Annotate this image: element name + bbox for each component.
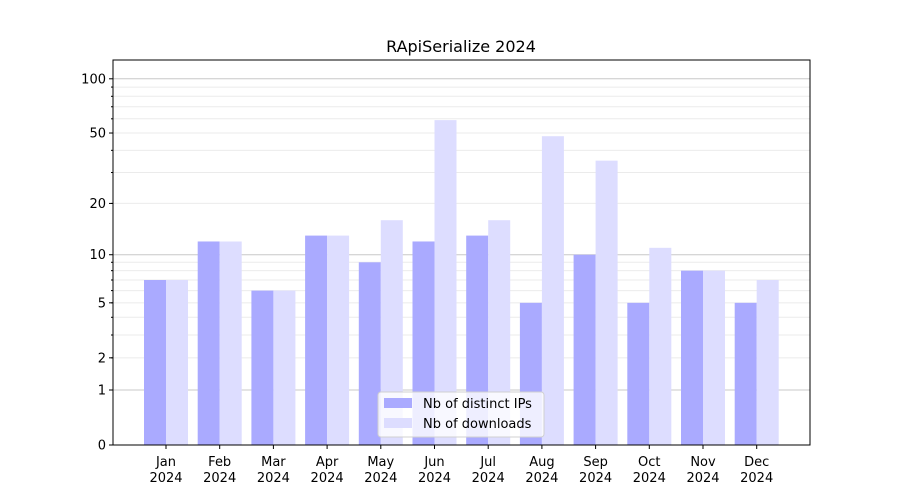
x-axis: Jan 2024 Feb 2024 Mar 2024 Apr 2024 May 2024 Jun 20… bbox=[149, 445, 773, 486]
x-tick-label: May 2024 bbox=[364, 455, 397, 486]
bar-downloads bbox=[595, 160, 618, 446]
bar-distinct-ips bbox=[573, 254, 596, 445]
x-tick-label: Oct 2024 bbox=[633, 455, 666, 486]
bar-distinct-ips bbox=[358, 262, 381, 445]
x-tick-label: Jul 2024 bbox=[472, 455, 505, 486]
x-tick-label: Mar 2024 bbox=[257, 455, 290, 486]
x-tick-label: Feb 2024 bbox=[203, 455, 236, 486]
x-tick-label: Nov 2024 bbox=[686, 455, 719, 486]
bar-distinct-ips bbox=[305, 235, 328, 445]
y-tick-label: 2 bbox=[98, 351, 106, 366]
bar-distinct-ips bbox=[197, 241, 220, 445]
y-tick-label: 20 bbox=[89, 197, 106, 212]
legend-label: Nb of distinct IPs bbox=[423, 397, 532, 412]
y-tick-label: 5 bbox=[98, 296, 106, 311]
y-tick-label: 100 bbox=[81, 72, 106, 87]
bar-downloads bbox=[166, 280, 188, 445]
bar-downloads bbox=[327, 235, 350, 445]
bar-downloads bbox=[380, 220, 403, 445]
x-tick-label: Jan 2024 bbox=[149, 455, 182, 486]
bar-downloads bbox=[273, 290, 296, 445]
legend: Nb of distinct IPs Nb of downloads bbox=[377, 391, 545, 438]
legend-swatch bbox=[384, 418, 412, 428]
bar-distinct-ips bbox=[681, 270, 703, 445]
bar-distinct-ips bbox=[251, 290, 274, 445]
x-tick-label: Sep 2024 bbox=[579, 455, 612, 486]
bar-downloads bbox=[756, 280, 779, 445]
y-tick-label: 50 bbox=[89, 127, 106, 142]
legend-label: Nb of downloads bbox=[423, 417, 532, 432]
bar-distinct-ips bbox=[144, 280, 166, 445]
plot-frame bbox=[112, 59, 811, 446]
bar-downloads bbox=[219, 241, 242, 445]
bar-downloads bbox=[488, 220, 511, 445]
legend-swatch bbox=[384, 398, 412, 408]
x-tick-label: Jun 2024 bbox=[418, 455, 451, 486]
bar-distinct-ips bbox=[627, 302, 650, 445]
chart-title: RApiSerialize 2024 bbox=[386, 37, 536, 56]
x-tick-label: Aug 2024 bbox=[525, 455, 558, 486]
x-tick-label: Dec 2024 bbox=[740, 455, 773, 486]
y-tick-label: 0 bbox=[98, 439, 106, 454]
bar-downloads bbox=[649, 247, 672, 445]
y-axis: 0 1 2 5 10 20 50 100 bbox=[81, 72, 113, 454]
y-tick-label: 1 bbox=[98, 384, 106, 399]
y-tick-label: 10 bbox=[89, 248, 106, 263]
bar-downloads bbox=[541, 136, 564, 445]
legend-box bbox=[377, 391, 545, 438]
bar-downloads bbox=[434, 120, 457, 445]
x-tick-label: Apr 2024 bbox=[311, 455, 344, 486]
bar-distinct-ips bbox=[734, 302, 757, 445]
bar-downloads bbox=[703, 270, 725, 445]
